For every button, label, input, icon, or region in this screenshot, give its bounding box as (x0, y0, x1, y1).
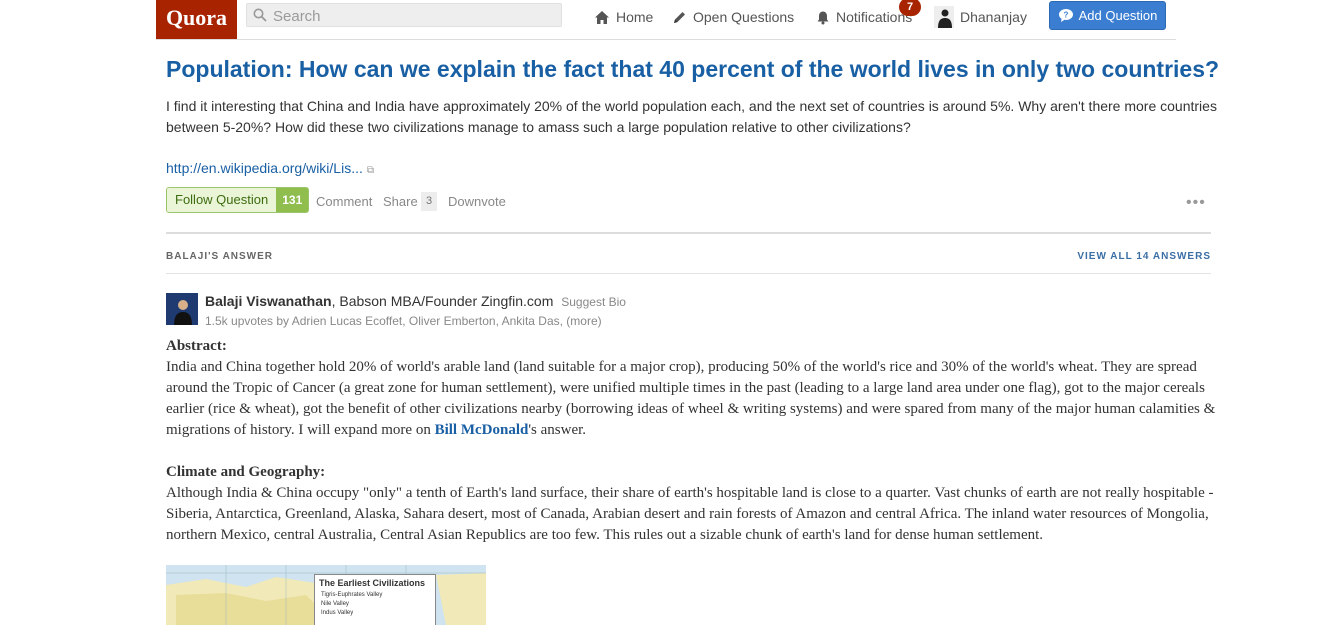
view-all-answers-link[interactable]: VIEW ALL 14 ANSWERS (1077, 251, 1211, 262)
bell-icon (817, 11, 829, 24)
author-avatar[interactable] (166, 293, 198, 325)
question-reference-link[interactable]: http://en.wikipedia.org/wiki/Lis... ⧉ (166, 160, 374, 176)
quora-logo[interactable]: Quora (156, 0, 237, 39)
follow-question-button[interactable]: Follow Question 131 (166, 187, 310, 213)
question-title: Population: How can we explain the fact … (166, 56, 1226, 83)
question-title-text[interactable]: How can we explain the fact that 40 perc… (298, 56, 1220, 82)
share-count: 3 (421, 192, 437, 211)
author-bio: , Babson MBA/Founder Zingfin.com (331, 293, 554, 309)
question-topic-link[interactable]: Population (166, 56, 285, 82)
speech-bubble-icon: ? (1058, 9, 1073, 22)
home-icon (595, 10, 609, 24)
upvotes-line[interactable]: 1.5k upvotes by Adrien Lucas Ecoffet, Ol… (205, 314, 602, 328)
answer-section-label: BALAJI'S ANSWER (166, 251, 274, 262)
map-legend-item: Indus Valley (321, 610, 354, 616)
external-link-icon: ⧉ (366, 165, 375, 176)
answer-header-divider (166, 273, 1211, 274)
nav-home-label: Home (616, 9, 654, 25)
abstract-paragraph: India and China together hold 20% of wor… (166, 357, 1216, 441)
question-details: I find it interesting that China and Ind… (166, 98, 1217, 135)
map-legend-item: Nile Valley (321, 601, 349, 607)
top-navigation-bar: Quora Home Open Questions Notifications … (0, 0, 1331, 40)
abstract-tail: 's answer. (528, 422, 587, 438)
search-icon (253, 8, 267, 22)
comment-link[interactable]: Comment (316, 194, 373, 209)
pencil-icon (674, 11, 685, 23)
author-credential-line: Balaji Viswanathan, Babson MBA/Founder Z… (205, 293, 626, 309)
map-legend-box: The Earliest Civilizations Tigris-Euphra… (314, 574, 436, 625)
map-legend-item: Tigris-Euphrates Valley (321, 592, 383, 598)
search-input[interactable] (271, 6, 555, 26)
more-options-icon[interactable]: ••• (1186, 194, 1206, 211)
nav-open-questions[interactable]: Open Questions (672, 6, 794, 28)
add-question-label: Add Question (1078, 8, 1158, 23)
map-title: The Earliest Civilizations (319, 578, 426, 588)
share-link[interactable]: Share (383, 194, 418, 209)
notifications-badge: 7 (899, 0, 921, 16)
nav-user-name: Dhananjay (960, 9, 1027, 25)
search-box[interactable] (246, 3, 562, 27)
nav-user-profile[interactable]: Dhananjay (934, 6, 1027, 28)
header-divider (156, 39, 1176, 40)
user-avatar-icon (934, 6, 954, 28)
suggest-bio-link[interactable]: Suggest Bio (561, 295, 626, 309)
abstract-heading: Abstract: (166, 338, 227, 354)
nav-notifications-label: Notifications (836, 9, 913, 25)
section-divider (166, 232, 1211, 234)
bill-mcdonald-link[interactable]: Bill McDonald (434, 422, 529, 438)
climate-heading: Climate and Geography: (166, 464, 326, 480)
follow-count: 131 (276, 188, 309, 212)
author-avatar-image (166, 293, 198, 325)
nav-open-questions-label: Open Questions (693, 9, 795, 25)
question-title-separator: : (284, 56, 299, 82)
abstract-text: India and China together hold 20% of wor… (166, 359, 1216, 438)
question-link-text[interactable]: http://en.wikipedia.org/wiki/Lis... (166, 160, 363, 176)
earliest-civilizations-map[interactable]: The Earliest Civilizations Tigris-Euphra… (166, 565, 486, 625)
downvote-link[interactable]: Downvote (448, 194, 506, 209)
svg-text:?: ? (1063, 11, 1068, 20)
follow-question-label: Follow Question (167, 188, 277, 212)
add-question-button[interactable]: ? Add Question (1049, 1, 1166, 30)
nav-notifications[interactable]: Notifications (816, 6, 912, 28)
nav-home[interactable]: Home (594, 6, 653, 28)
author-name-link[interactable]: Balaji Viswanathan (205, 293, 332, 309)
climate-paragraph: Although India & China occupy "only" a t… (166, 485, 1214, 543)
